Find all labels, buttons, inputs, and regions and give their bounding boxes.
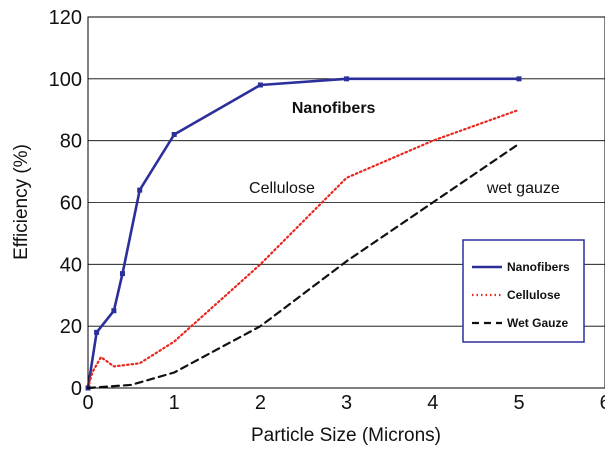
point-nanofibers-6 <box>257 82 263 88</box>
x-tick-1: 1 <box>169 392 180 414</box>
point-nanofibers-3 <box>119 271 125 277</box>
point-nanofibers-5 <box>171 131 177 137</box>
legend-label-nanofibers: Nanofibers <box>507 260 570 274</box>
x-tick-3: 3 <box>341 392 352 414</box>
y-tick-6: 120 <box>49 7 82 29</box>
point-nanofibers-4 <box>137 187 143 193</box>
y-tick-1: 20 <box>60 316 82 338</box>
y-tick-4: 80 <box>60 131 82 153</box>
x-axis-label: Particle Size (Microns) <box>251 425 441 446</box>
series-line-wet-gauze <box>86 142 521 390</box>
y-tick-0: 0 <box>71 378 82 400</box>
point-nanofibers-2 <box>111 308 117 314</box>
y-tick-3: 60 <box>60 193 82 215</box>
point-nanofibers-1 <box>94 329 100 335</box>
legend: Nanofibers Cellulose Wet Gauze <box>462 239 585 343</box>
plot-frame <box>87 16 605 389</box>
annotation-1: Cellulose <box>249 180 315 197</box>
annotation-0: Nanofibers <box>292 100 376 117</box>
y-axis-label: Efficiency (%) <box>11 144 32 260</box>
point-nanofibers-7 <box>344 76 350 82</box>
legend-box <box>462 239 585 343</box>
y-tick-2: 40 <box>60 254 82 276</box>
legend-label-cellulose: Cellulose <box>507 288 561 302</box>
x-tick-6: 6 <box>600 392 605 414</box>
annotation-2: wet gauze <box>486 180 560 197</box>
legend-label-wet-gauze: Wet Gauze <box>507 316 568 330</box>
series-line-nanofibers <box>86 77 521 390</box>
y-tick-5: 100 <box>49 69 82 91</box>
series-group <box>85 76 522 391</box>
tick-labels: 0 20 40 60 80 100 120 0 1 2 3 4 5 6 <box>49 7 605 414</box>
x-tick-4: 4 <box>427 392 438 414</box>
x-tick-0: 0 <box>82 392 93 414</box>
x-tick-2: 2 <box>255 392 266 414</box>
annotations: Nanofibers Cellulose wet gauze <box>249 100 560 197</box>
point-nanofibers-8 <box>516 76 522 82</box>
series-line-cellulose <box>86 108 521 390</box>
x-tick-5: 5 <box>513 392 524 414</box>
